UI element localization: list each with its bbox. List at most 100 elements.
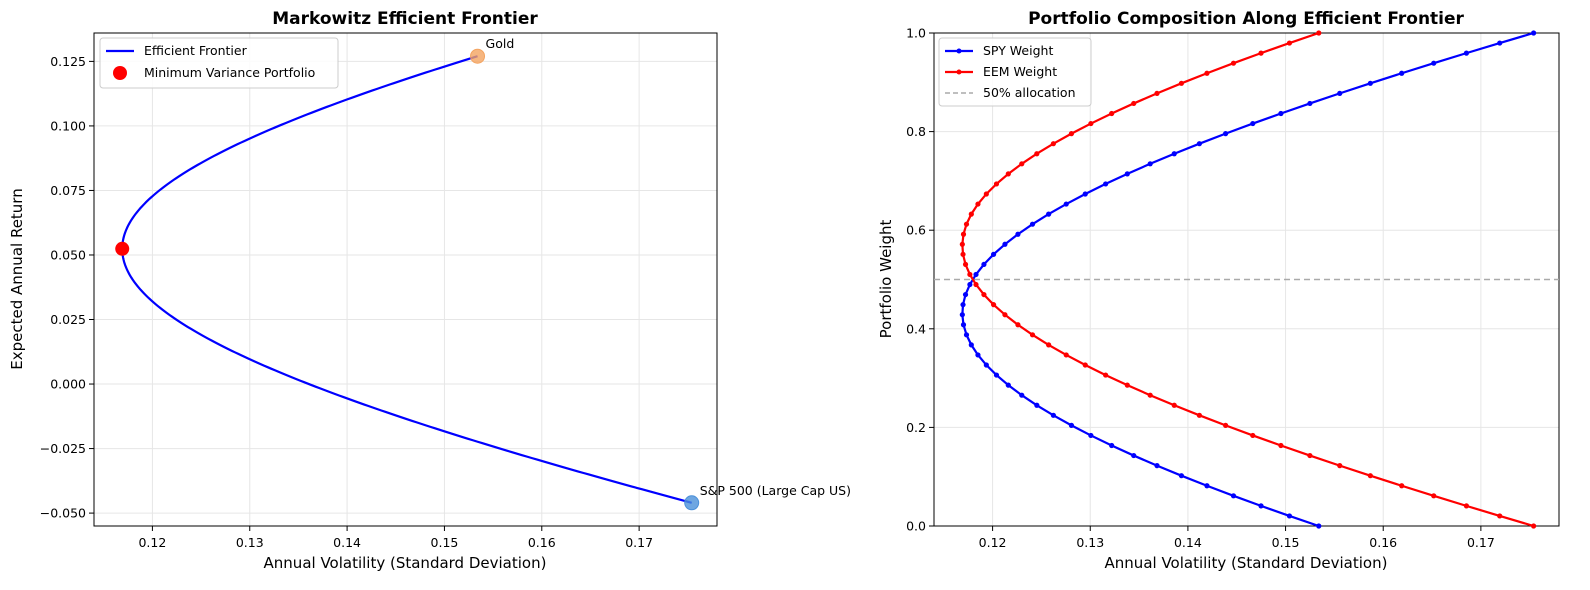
eem-weight-point — [1497, 513, 1503, 519]
y-tick-label: 0.075 — [50, 183, 86, 198]
x-axis-ticks: 0.12 0.13 0.14 0.15 0.16 0.17 — [979, 526, 1495, 550]
y-tick-label: 0.2 — [906, 420, 926, 435]
chart-title: Markowitz Efficient Frontier — [272, 9, 538, 29]
y-tick-label: 0.050 — [50, 247, 86, 262]
spy-weight-point — [1154, 463, 1160, 469]
eem-weight-point — [1131, 100, 1137, 107]
spy-weight-point — [1223, 131, 1229, 137]
spy-weight-point — [1082, 191, 1088, 197]
eem-weight-point — [983, 191, 989, 197]
eem-weight-point — [1367, 473, 1373, 479]
spy-weight-point — [1463, 50, 1470, 56]
spy-weight-point — [1068, 422, 1075, 428]
eem-weight-point — [1103, 372, 1109, 378]
eem-weight-point — [1046, 342, 1052, 348]
eem-weight-point — [959, 241, 965, 247]
eem-weight-point — [1068, 131, 1075, 137]
x-axis-label: Annual Volatility (Standard Deviation) — [1105, 554, 1388, 572]
x-tick-label: 0.12 — [138, 535, 166, 550]
eem-weight-point — [1204, 70, 1210, 76]
eem-weight-point — [1002, 312, 1008, 318]
spy-weight-point — [1367, 80, 1373, 86]
spy-weight-point — [1015, 231, 1021, 237]
eem-weight-point — [1082, 362, 1088, 368]
spy-weight-point — [1063, 201, 1069, 207]
y-tick-label: 0.125 — [50, 54, 86, 69]
plot-marks — [934, 30, 1559, 529]
spy-weight-point — [1230, 493, 1237, 499]
spy-weight-point — [1088, 432, 1094, 439]
spy-weight-point — [1005, 382, 1011, 388]
legend-dot-swatch — [113, 66, 127, 80]
eem-weight-point — [973, 281, 979, 288]
x-axis-label: Annual Volatility (Standard Deviation) — [264, 554, 547, 572]
eem-weight-point — [1286, 40, 1293, 46]
x-tick-label: 0.13 — [1076, 535, 1104, 550]
spy-weight-point — [1034, 402, 1040, 408]
spy-weight-point — [1147, 161, 1153, 167]
asset-point — [684, 495, 700, 511]
eem-weight-point — [962, 261, 969, 268]
spy-weight-point — [981, 261, 987, 268]
eem-weight-point — [1171, 402, 1177, 408]
y-axis-ticks: −0.050 −0.025 0.000 0.025 0.050 0.075 0.100 0.1… — [40, 54, 94, 521]
y-tick-label: −0.025 — [40, 441, 86, 456]
eem-weight-point — [1050, 141, 1056, 147]
asset-label: S&P 500 (Large Cap US) — [700, 483, 851, 498]
eem-weight-point — [1005, 171, 1011, 177]
spy-weight-point — [1046, 211, 1052, 217]
eem-weight-point — [1154, 90, 1160, 96]
spy-weight-point — [1258, 503, 1264, 509]
eem-weight-point — [1278, 442, 1284, 449]
x-tick-label: 0.17 — [625, 535, 653, 550]
eem-weight-point — [1307, 452, 1313, 459]
spy-weight-point — [1497, 40, 1503, 46]
eem-weight-point — [1196, 412, 1203, 418]
spy-weight-point — [967, 281, 973, 288]
spy-weight-point — [1109, 442, 1115, 449]
eem-weight-point — [1088, 120, 1094, 127]
x-tick-label: 0.15 — [1272, 535, 1300, 550]
eem-weight-point — [981, 291, 987, 298]
eem-weight-point — [1230, 60, 1237, 66]
eem-weight-point — [1034, 151, 1040, 157]
y-tick-label: 0.025 — [50, 312, 86, 327]
portfolio-composition-chart: 0.12 0.13 0.14 0.15 0.16 0.17 0.0 0.2 0.4 0.6 0.8… — [877, 9, 1560, 572]
y-axis-label: Expected Annual Return — [8, 188, 26, 369]
x-tick-label: 0.12 — [979, 535, 1007, 550]
spy-weight-point — [1131, 452, 1137, 459]
legend-marker-spy — [956, 48, 962, 54]
legend-label-eem: EEM Weight — [983, 64, 1057, 79]
spy-weight-point — [1250, 120, 1256, 127]
spy-weight-point — [1204, 483, 1210, 489]
eem-weight-point — [1147, 392, 1153, 398]
spy-weight-point — [962, 291, 969, 298]
x-tick-label: 0.16 — [528, 535, 556, 550]
spy-weight-point — [1431, 60, 1437, 66]
spy-weight-point — [1029, 221, 1036, 227]
eem-weight-point — [990, 302, 997, 308]
legend-label-min-variance: Minimum Variance Portfolio — [144, 65, 315, 80]
legend-label-frontier: Efficient Frontier — [144, 43, 248, 58]
y-tick-label: 0.100 — [50, 118, 86, 133]
x-tick-label: 0.14 — [333, 535, 361, 550]
spy-weight-point — [1278, 110, 1284, 117]
spy-weight-point — [1178, 473, 1185, 479]
spy-weight-point — [1103, 181, 1109, 187]
eem-weight-point — [960, 251, 966, 257]
spy-weight-point — [968, 342, 974, 348]
spy-weight-point — [960, 322, 967, 328]
x-tick-label: 0.17 — [1467, 535, 1495, 550]
spy-weight-point — [1399, 70, 1405, 76]
spy-weight-point — [960, 302, 966, 308]
eem-weight-point — [1258, 50, 1264, 56]
y-axis-label: Portfolio Weight — [877, 220, 895, 339]
eem-weight-point — [1223, 422, 1229, 428]
spy-weight-point — [983, 362, 989, 368]
spy-weight-point — [963, 332, 970, 338]
spy-weight-point — [1002, 241, 1008, 247]
spy-weight-point — [975, 352, 981, 358]
asset-label: Gold — [486, 36, 515, 51]
legend: Efficient Frontier Minimum Variance Port… — [99, 37, 339, 89]
